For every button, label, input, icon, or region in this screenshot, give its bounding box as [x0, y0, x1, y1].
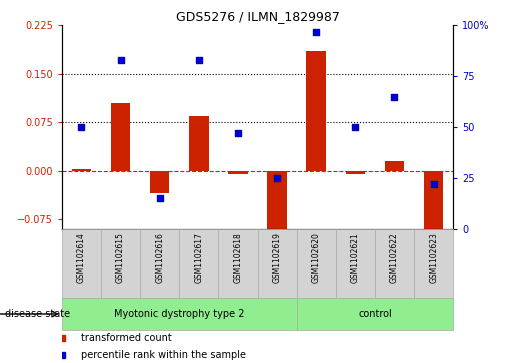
Point — [273, 175, 281, 181]
Bar — [189, 116, 209, 171]
Bar — [62, 229, 101, 298]
Bar — [297, 229, 336, 298]
Bar — [414, 229, 453, 298]
Text: transformed count: transformed count — [81, 334, 172, 343]
Text: GSM1102620: GSM1102620 — [312, 232, 321, 283]
Bar — [72, 169, 91, 171]
Bar — [150, 171, 169, 193]
Point — [234, 130, 242, 136]
Bar — [346, 171, 365, 174]
Bar — [375, 229, 414, 298]
Text: percentile rank within the sample: percentile rank within the sample — [81, 350, 246, 360]
Bar — [218, 229, 258, 298]
Point — [430, 181, 438, 187]
Point — [351, 124, 359, 130]
Text: GSM1102618: GSM1102618 — [233, 232, 243, 283]
Point — [156, 195, 164, 201]
Bar — [424, 171, 443, 229]
Point — [195, 57, 203, 63]
Text: GSM1102615: GSM1102615 — [116, 232, 125, 283]
Point — [77, 124, 85, 130]
Text: GSM1102619: GSM1102619 — [272, 232, 282, 283]
Bar — [111, 103, 130, 171]
Bar — [267, 171, 287, 229]
Bar — [228, 171, 248, 174]
Text: GSM1102622: GSM1102622 — [390, 232, 399, 283]
Bar — [306, 51, 326, 171]
Text: GSM1102621: GSM1102621 — [351, 232, 360, 283]
Bar — [258, 229, 297, 298]
Text: GSM1102617: GSM1102617 — [194, 232, 203, 283]
Bar — [336, 229, 375, 298]
Text: GSM1102614: GSM1102614 — [77, 232, 86, 283]
Text: GSM1102616: GSM1102616 — [155, 232, 164, 283]
Bar — [62, 298, 297, 330]
Bar — [385, 161, 404, 171]
Bar — [179, 229, 218, 298]
Text: GSM1102623: GSM1102623 — [429, 232, 438, 283]
Text: control: control — [358, 309, 392, 319]
Text: disease state: disease state — [5, 309, 70, 319]
Bar — [101, 229, 140, 298]
Bar — [140, 229, 179, 298]
Point — [116, 57, 125, 63]
Point — [312, 29, 320, 34]
Bar — [297, 298, 453, 330]
Text: Myotonic dystrophy type 2: Myotonic dystrophy type 2 — [114, 309, 245, 319]
Title: GDS5276 / ILMN_1829987: GDS5276 / ILMN_1829987 — [176, 10, 339, 23]
Point — [390, 94, 399, 99]
